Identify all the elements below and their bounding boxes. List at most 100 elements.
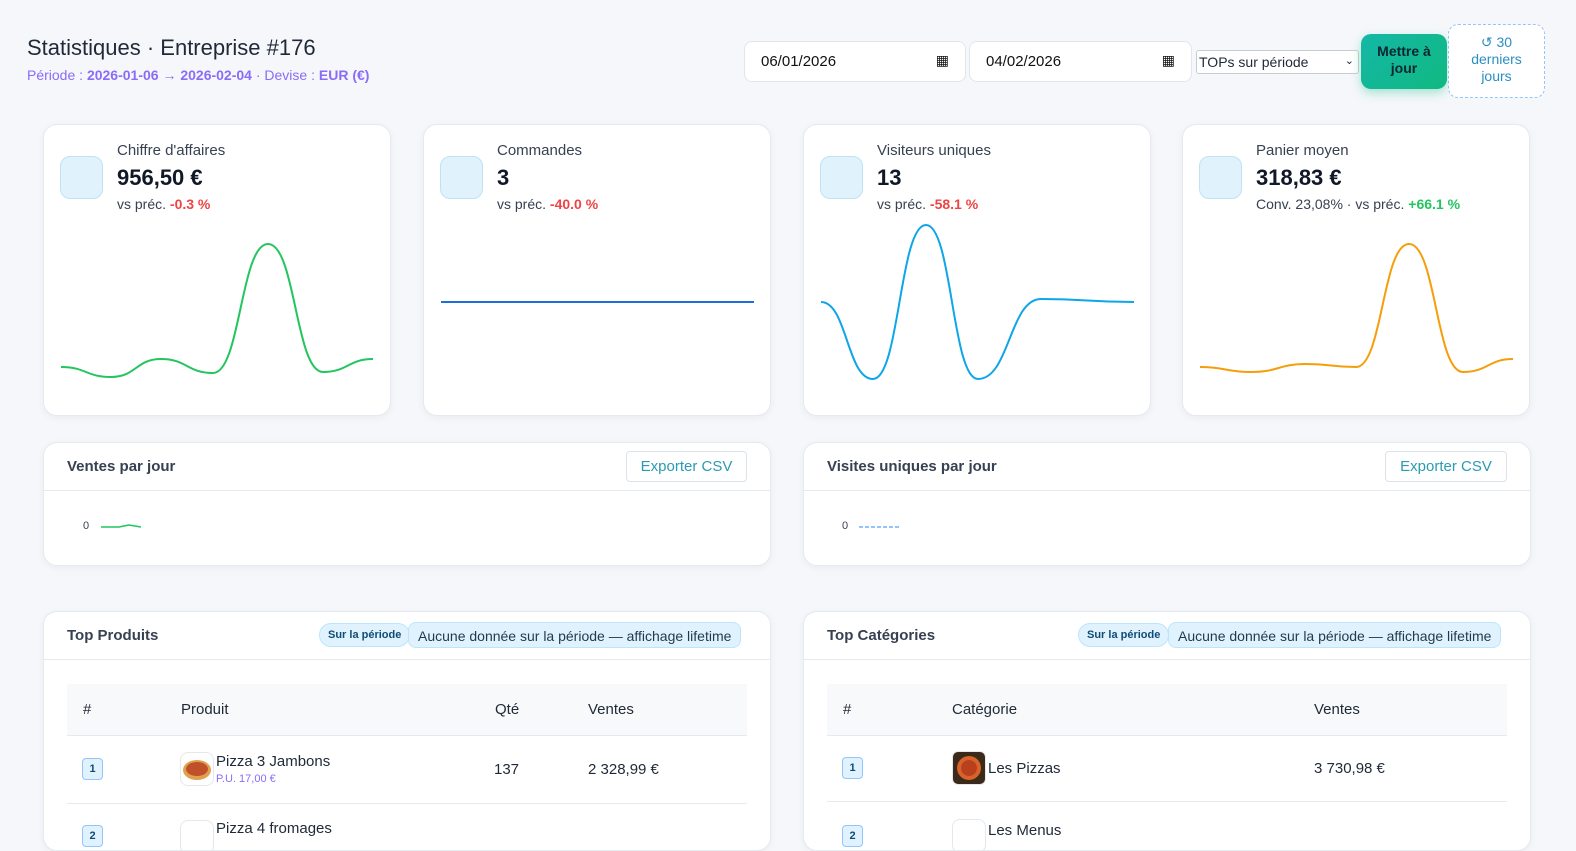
- top-categories-card: Top Catégories Sur la période Aucune don…: [803, 611, 1531, 851]
- sparkline-line: [60, 242, 374, 379]
- calendar-icon: ▦: [935, 52, 949, 68]
- card-title: Top Catégories: [827, 627, 936, 644]
- kpi-value: 13: [877, 165, 902, 190]
- y-tick-label: 0: [83, 520, 90, 532]
- export-button[interactable]: Exporter CSV: [626, 451, 747, 482]
- update-button[interactable]: Mettre à jour: [1361, 34, 1447, 89]
- currency-label: · Devise :: [255, 67, 315, 83]
- mini-chart: [859, 526, 901, 528]
- tops-select-value: TOPs sur période: [1199, 54, 1309, 70]
- pizza-icon: [183, 760, 211, 780]
- kpi-delta: -0.3 %: [169, 196, 211, 212]
- sparkline: [60, 242, 374, 379]
- card-title: Visites uniques par jour: [827, 458, 997, 475]
- rank-badge: 2: [82, 825, 103, 847]
- daily-chart-card: Visites uniques par jour Exporter CSV 0: [803, 442, 1531, 566]
- page-title: Statistiques · Entreprise #176: [27, 35, 316, 60]
- card-header: [804, 443, 1530, 491]
- sales: 2 328,99 €: [588, 761, 659, 778]
- period-badge: Sur la période: [1078, 623, 1170, 647]
- kpi-compare: vs préc. -40.0 %: [497, 196, 598, 212]
- column-header: #: [83, 701, 92, 718]
- kpi-icon: [60, 156, 103, 199]
- row-divider: [827, 801, 1507, 802]
- compare-label: Conv. 23,08% · vs préc.: [1256, 196, 1405, 212]
- card-header: [44, 612, 770, 660]
- period-arrow: →: [162, 67, 177, 83]
- product-thumbnail: [180, 752, 214, 786]
- card-header: [804, 612, 1530, 660]
- daily-chart-card: Ventes par jour Exporter CSV 0: [43, 442, 771, 566]
- card-header: [44, 443, 770, 491]
- calendar-icon: ▦: [1161, 52, 1175, 68]
- period-badge: Sur la période: [319, 623, 411, 647]
- rank-badge: 2: [842, 825, 863, 847]
- compare-label: vs préc.: [117, 196, 167, 212]
- period-end: 2026-02-04: [180, 67, 252, 83]
- export-button[interactable]: Exporter CSV: [1385, 451, 1507, 482]
- card-title: Ventes par jour: [67, 458, 176, 475]
- kpi-compare: vs préc. -0.3 %: [117, 196, 210, 212]
- compare-label: vs préc.: [877, 196, 927, 212]
- notice: Aucune donnée sur la période — affichage…: [1168, 622, 1502, 648]
- column-header: Qté: [495, 701, 520, 718]
- mini-line: [101, 524, 142, 528]
- kpi-value: 318,83 €: [1256, 165, 1342, 190]
- rank-badge: 1: [842, 757, 863, 779]
- period-start: 2026-01-06: [86, 67, 159, 83]
- kpi-card: Chiffre d'affaires 956,50 € vs préc. -0.3 …: [43, 124, 391, 416]
- column-header: Catégorie: [952, 701, 1018, 718]
- sales: 3 730,98 €: [1314, 760, 1385, 777]
- kpi-card: Visiteurs uniques 13 vs préc. -58.1 %: [803, 124, 1151, 416]
- end-date-value: 04/02/2026: [986, 53, 1062, 70]
- column-header: Ventes: [1314, 701, 1360, 718]
- column-header: #: [843, 701, 852, 718]
- row-divider: [67, 803, 747, 804]
- kpi-label: Chiffre d'affaires: [117, 142, 226, 159]
- kpi-delta: +66.1 %: [1408, 196, 1461, 212]
- category-name: Les Pizzas: [988, 760, 1061, 777]
- top-products-card: Top Produits Sur la période Aucune donné…: [43, 611, 771, 851]
- pizza-icon: [957, 756, 981, 780]
- sparkline-line: [820, 223, 1135, 381]
- sparkline-line: [1199, 242, 1514, 374]
- card-title: Top Produits: [67, 627, 159, 644]
- notice: Aucune donnée sur la période — affichage…: [408, 622, 742, 648]
- product-name: Pizza 4 fromages: [216, 820, 332, 837]
- currency: EUR (€): [318, 67, 370, 83]
- tops-select[interactable]: TOPs sur période ⌄: [1196, 50, 1359, 74]
- category-thumbnail: [952, 751, 986, 785]
- compare-label: vs préc.: [497, 196, 547, 212]
- select-arrow: ⌄: [1344, 55, 1354, 67]
- period-line: Période : 2026-01-06 → 2026-02-04 · Devi…: [27, 67, 369, 83]
- kpi-delta: -40.0 %: [549, 196, 599, 212]
- kpi-icon: [1199, 156, 1242, 199]
- period-label: Période :: [27, 67, 84, 83]
- reset-button[interactable]: ↺ 30 derniers jours: [1448, 24, 1545, 98]
- product-name: Pizza 3 Jambons: [216, 753, 331, 770]
- mini-chart: [101, 524, 142, 528]
- quantity: 137: [494, 761, 520, 778]
- category-thumbnail: [952, 819, 986, 850]
- start-date[interactable]: 06/01/2026 ▦: [744, 41, 966, 82]
- category-name: Les Menus: [988, 822, 1062, 839]
- kpi-value: 3: [497, 165, 510, 190]
- sparkline: [820, 223, 1135, 381]
- kpi-card: Panier moyen 318,83 € Conv. 23,08% · vs pr…: [1182, 124, 1530, 416]
- sparkline: [1199, 242, 1514, 374]
- table-header: [67, 684, 747, 736]
- column-header: Ventes: [588, 701, 634, 718]
- start-date-value: 06/01/2026: [761, 53, 837, 70]
- kpi-label: Commandes: [497, 142, 583, 159]
- rank-badge: 1: [82, 758, 103, 780]
- kpi-value: 956,50 €: [117, 165, 203, 190]
- sparkline: [440, 301, 754, 303]
- table-header: [827, 684, 1507, 736]
- end-date[interactable]: 04/02/2026 ▦: [969, 41, 1192, 82]
- kpi-label: Visiteurs uniques: [877, 142, 991, 159]
- kpi-compare: Conv. 23,08% · vs préc. +66.1 %: [1256, 196, 1460, 212]
- kpi-icon: [820, 156, 863, 199]
- kpi-label: Panier moyen: [1256, 142, 1349, 159]
- kpi-icon: [440, 156, 483, 199]
